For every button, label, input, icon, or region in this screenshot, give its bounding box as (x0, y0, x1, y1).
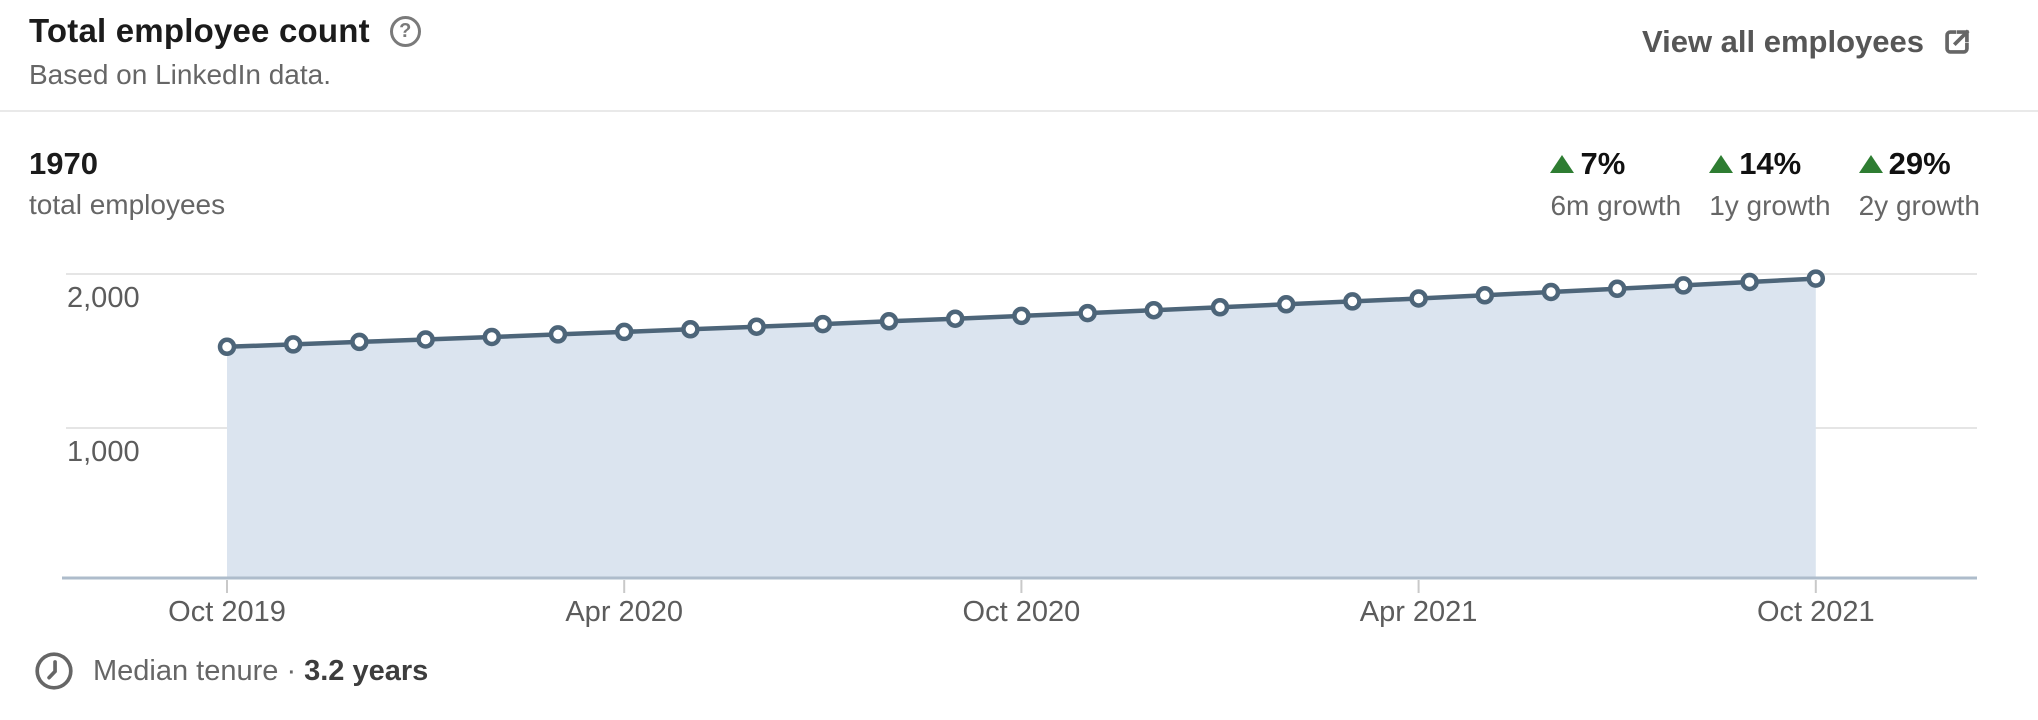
employee-count-chart: 2,000 1,000 Oct 2019 Apr 2020 Oct 2020 Apr 20… (62, 269, 1977, 628)
data-point-marker (681, 320, 700, 339)
median-tenure-text: Median tenure · 3.2 years (93, 655, 428, 688)
x-axis-tick-label: Oct 2019 (168, 596, 286, 628)
growth-2y: 29% 2y growth (1858, 146, 1980, 222)
data-point-marker (482, 327, 502, 347)
x-axis-tick-label: Oct 2021 (1757, 596, 1875, 628)
median-tenure-value: 3.2 years (304, 654, 429, 687)
data-point-marker (1144, 300, 1164, 320)
data-point-marker (1674, 276, 1693, 295)
area-fill (227, 278, 1816, 578)
data-point-marker (1012, 306, 1031, 326)
data-point-marker (1276, 295, 1296, 314)
data-point-marker (217, 337, 237, 357)
growth-6m-pct-value: 7% (1580, 146, 1626, 181)
data-point-marker (614, 322, 634, 342)
data-point-marker (416, 330, 435, 349)
data-point-marker (1210, 298, 1230, 317)
data-point-marker (879, 312, 899, 331)
growth-2y-pct: 29% (1858, 146, 1980, 182)
growth-up-icon (1858, 155, 1883, 173)
total-employees-value: 1970 (29, 146, 98, 181)
chart-area: 2,000 1,000 Oct 2019 Apr 2020 Oct 2020 Apr 20… (0, 200, 2038, 650)
subtitle: Based on LinkedIn data. (29, 59, 332, 90)
median-tenure-row: Median tenure · 3.2 years (33, 650, 428, 692)
data-point-marker (1409, 289, 1428, 308)
growth-6m-label: 6m growth (1550, 190, 1682, 221)
data-point-marker (548, 325, 568, 344)
growth-6m: 7% 6m growth (1550, 146, 1681, 222)
data-point-marker (945, 309, 965, 328)
growth-1y: 14% 1y growth (1709, 146, 1831, 222)
stats-row: 1970 total employees 7% 6m growth 14% 1y… (29, 146, 1980, 222)
data-point-marker (1475, 286, 1495, 305)
data-point-marker (283, 335, 303, 354)
growth-2y-label: 2y growth (1858, 190, 1980, 221)
growth-up-icon (1550, 155, 1575, 173)
x-axis-tick-label: Apr 2021 (1360, 596, 1478, 628)
view-all-employees-link[interactable]: View all employees (1642, 24, 1974, 60)
growth-up-icon (1709, 155, 1734, 173)
data-point-marker (1607, 279, 1627, 299)
widget-header: Total employee count ? Based on LinkedIn… (0, 0, 2038, 112)
page-title: Total employee count (29, 12, 370, 49)
data-point-marker (813, 314, 833, 334)
total-employees-label: total employees (29, 189, 226, 220)
help-icon[interactable]: ? (389, 15, 421, 47)
median-tenure-label: Median tenure · (93, 654, 297, 687)
data-point-marker (350, 332, 369, 352)
data-point-marker (1740, 272, 1759, 292)
growth-2y-pct-value: 29% (1888, 146, 1951, 181)
total-employees-stat: 1970 total employees (29, 146, 225, 221)
view-all-label: View all employees (1641, 24, 1924, 59)
growth-1y-pct: 14% (1709, 146, 1830, 182)
growth-1y-pct-value: 14% (1739, 146, 1802, 181)
y-axis-tick-label: 2,000 (67, 282, 140, 314)
external-link-icon (1945, 29, 1970, 54)
data-point-marker (747, 317, 766, 336)
title-row: Total employee count ? (29, 12, 1974, 50)
clock-icon (35, 652, 73, 690)
x-axis-tick-label: Apr 2020 (565, 596, 683, 628)
growth-1y-label: 1y growth (1709, 190, 1831, 221)
y-axis-tick-label: 1,000 (67, 436, 140, 468)
data-point-marker (1078, 303, 1097, 323)
data-point-marker (1541, 282, 1561, 302)
data-point-marker (1806, 269, 1826, 288)
growth-stats: 7% 6m growth 14% 1y growth 29% 2y growth (1550, 146, 1980, 222)
data-point-marker (1343, 292, 1362, 311)
x-axis-tick-label: Oct 2020 (963, 596, 1081, 628)
growth-6m-pct: 7% (1550, 146, 1681, 182)
